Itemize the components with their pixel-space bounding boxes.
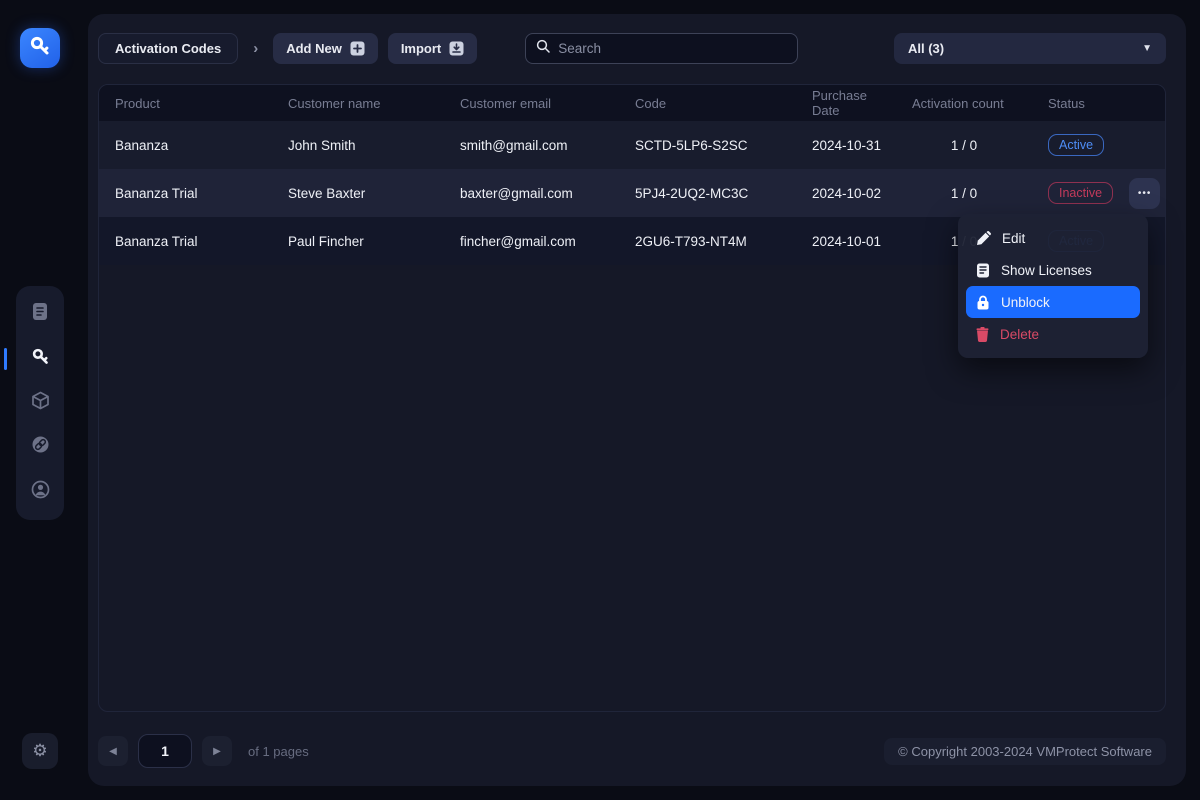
status-badge: Inactive bbox=[1048, 182, 1114, 204]
filter-dropdown[interactable]: All (3) ▼ bbox=[894, 33, 1166, 64]
settings-button[interactable]: ⚙ bbox=[22, 733, 58, 769]
plus-square-icon bbox=[350, 41, 365, 56]
table-header-row: Product Customer name Customer email Cod… bbox=[99, 85, 1165, 121]
cell-customer-email: smith@gmail.com bbox=[460, 137, 568, 153]
cell-customer-name: John Smith bbox=[288, 137, 356, 153]
add-new-button[interactable]: Add New bbox=[273, 33, 378, 64]
menu-item-label: Edit bbox=[1002, 230, 1026, 246]
pages-count-label: of 1 pages bbox=[248, 744, 309, 759]
chevron-right-icon: ▶ bbox=[213, 745, 221, 757]
cell-activation-count: 1 / 0 bbox=[950, 137, 978, 153]
col-customer-name: Customer name bbox=[288, 95, 381, 111]
col-status: Status bbox=[1048, 95, 1085, 111]
table-row[interactable]: Bananza Trial Paul Fincher fincher@gmail… bbox=[99, 217, 1165, 265]
cell-code: 5PJ4-2UQ2-MC3C bbox=[635, 185, 749, 201]
app-logo[interactable] bbox=[20, 28, 60, 68]
cell-purchase-date: 2024-10-31 bbox=[812, 137, 882, 153]
menu-item-label: Delete bbox=[1000, 326, 1040, 342]
cell-purchase-date: 2024-10-01 bbox=[812, 233, 882, 249]
col-purchase-date: Purchase Date bbox=[812, 88, 867, 118]
license-icon bbox=[976, 263, 990, 278]
prev-page-button[interactable]: ◀ bbox=[98, 736, 128, 766]
trash-icon bbox=[976, 326, 989, 342]
cell-code: 2GU6-T793-NT4M bbox=[635, 233, 747, 249]
col-activation-count: Activation count bbox=[912, 95, 1004, 111]
cell-customer-name: Paul Fincher bbox=[288, 233, 364, 249]
cell-customer-email: fincher@gmail.com bbox=[460, 233, 576, 249]
status-badge: Active bbox=[1048, 134, 1105, 156]
sidebar-item-activation-codes[interactable] bbox=[4, 341, 60, 377]
sidebar-item-products[interactable] bbox=[20, 385, 60, 421]
cell-customer-email: baxter@gmail.com bbox=[460, 185, 573, 201]
col-product: Product bbox=[115, 95, 160, 111]
menu-item-label: Unblock bbox=[1001, 294, 1050, 310]
import-label: Import bbox=[400, 41, 442, 56]
sidebar-item-documents[interactable] bbox=[20, 296, 60, 332]
lock-icon bbox=[976, 295, 990, 310]
package-icon bbox=[31, 391, 50, 415]
search-icon bbox=[536, 39, 551, 58]
key-icon bbox=[31, 347, 50, 371]
cell-product: Bananza Trial bbox=[115, 185, 198, 201]
chevron-right-icon: › bbox=[253, 40, 259, 57]
row-actions-button[interactable]: ••• bbox=[1129, 177, 1161, 209]
active-indicator bbox=[4, 347, 7, 370]
menu-item-label: Show Licenses bbox=[1001, 262, 1092, 278]
header-toolbar: Activation Codes › Add New Import All (3… bbox=[98, 33, 1166, 64]
breadcrumb-label: Activation Codes bbox=[115, 41, 222, 56]
sidebar-item-account[interactable] bbox=[20, 474, 60, 510]
link-icon bbox=[31, 435, 50, 459]
search-box bbox=[525, 33, 799, 64]
col-customer-email: Customer email bbox=[460, 95, 552, 111]
key-icon bbox=[29, 35, 51, 62]
sidebar-item-links[interactable] bbox=[20, 429, 60, 465]
cell-code: SCTD-5LP6-S2SC bbox=[635, 137, 748, 153]
pencil-icon bbox=[976, 230, 991, 246]
add-new-label: Add New bbox=[286, 41, 342, 56]
search-input[interactable] bbox=[558, 41, 788, 56]
chevron-left-icon: ◀ bbox=[109, 745, 117, 757]
copyright-text: © Copyright 2003-2024 VMProtect Software bbox=[898, 744, 1152, 759]
account-icon bbox=[31, 480, 50, 504]
main-panel: Activation Codes › Add New Import All (3… bbox=[88, 14, 1186, 786]
next-page-button[interactable]: ▶ bbox=[202, 736, 232, 766]
cell-customer-name: Steve Baxter bbox=[288, 185, 366, 201]
menu-item-show-licenses[interactable]: Show Licenses bbox=[966, 254, 1140, 286]
table-row[interactable]: Bananza Trial Steve Baxter baxter@gmail.… bbox=[99, 169, 1165, 217]
gear-icon: ⚙ bbox=[32, 741, 48, 760]
breadcrumb[interactable]: Activation Codes bbox=[98, 33, 239, 64]
cell-purchase-date: 2024-10-02 bbox=[812, 185, 882, 201]
cell-product: Bananza Trial bbox=[115, 233, 198, 249]
import-button[interactable]: Import bbox=[387, 33, 478, 64]
table-row[interactable]: Bananza John Smith smith@gmail.com SCTD-… bbox=[99, 121, 1165, 169]
menu-item-edit[interactable]: Edit bbox=[966, 222, 1140, 254]
copyright-notice: © Copyright 2003-2024 VMProtect Software bbox=[884, 738, 1166, 765]
current-page-indicator: 1 bbox=[138, 734, 192, 768]
filter-value: All (3) bbox=[908, 41, 945, 56]
cell-activation-count: 1 / 0 bbox=[950, 185, 978, 201]
download-icon bbox=[449, 41, 464, 56]
col-code: Code bbox=[635, 95, 667, 111]
activation-codes-table: Product Customer name Customer email Cod… bbox=[98, 84, 1166, 712]
page-number: 1 bbox=[161, 743, 169, 759]
menu-item-unblock[interactable]: Unblock bbox=[966, 286, 1140, 318]
chevron-down-icon: ▼ bbox=[1142, 43, 1152, 54]
cell-product: Bananza bbox=[115, 137, 169, 153]
row-context-menu: Edit Show Licenses Unblock Delete bbox=[958, 214, 1148, 358]
menu-item-delete[interactable]: Delete bbox=[966, 318, 1140, 350]
document-icon bbox=[31, 302, 49, 326]
sidebar-nav bbox=[4, 286, 64, 520]
